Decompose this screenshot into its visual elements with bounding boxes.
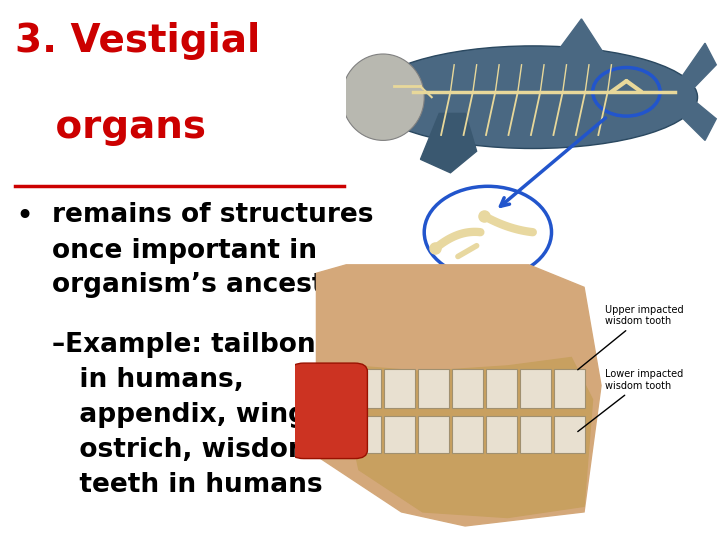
FancyBboxPatch shape bbox=[291, 363, 367, 458]
Text: remains of structures
once important in
organism’s ancestors: remains of structures once important in … bbox=[53, 202, 374, 299]
Polygon shape bbox=[552, 19, 608, 59]
Bar bbox=[554, 369, 585, 408]
Bar bbox=[554, 416, 585, 453]
Bar bbox=[351, 416, 381, 453]
Polygon shape bbox=[420, 113, 477, 173]
Bar bbox=[452, 369, 483, 408]
Bar bbox=[487, 416, 517, 453]
Text: •: • bbox=[15, 202, 33, 232]
Text: Lower impacted
wisdom tooth: Lower impacted wisdom tooth bbox=[577, 369, 683, 431]
Bar bbox=[487, 369, 517, 408]
Bar bbox=[418, 369, 449, 408]
Bar bbox=[384, 369, 415, 408]
Bar bbox=[351, 369, 381, 408]
Bar bbox=[384, 416, 415, 453]
Polygon shape bbox=[317, 265, 601, 526]
Bar bbox=[418, 416, 449, 453]
Polygon shape bbox=[675, 97, 716, 140]
Text: 3. Vestigial: 3. Vestigial bbox=[15, 22, 260, 59]
Text: Upper impacted
wisdom tooth: Upper impacted wisdom tooth bbox=[577, 305, 684, 370]
Bar bbox=[452, 416, 483, 453]
Polygon shape bbox=[675, 43, 716, 92]
Bar bbox=[521, 416, 551, 453]
Text: organs: organs bbox=[15, 108, 206, 146]
Ellipse shape bbox=[342, 54, 424, 140]
Bar bbox=[521, 369, 551, 408]
Polygon shape bbox=[338, 357, 593, 517]
Text: –Example: tailbones
   in humans,
   appendix, wings on
   ostrich, wisdom
   te: –Example: tailbones in humans, appendix,… bbox=[53, 332, 369, 498]
Ellipse shape bbox=[368, 46, 698, 148]
